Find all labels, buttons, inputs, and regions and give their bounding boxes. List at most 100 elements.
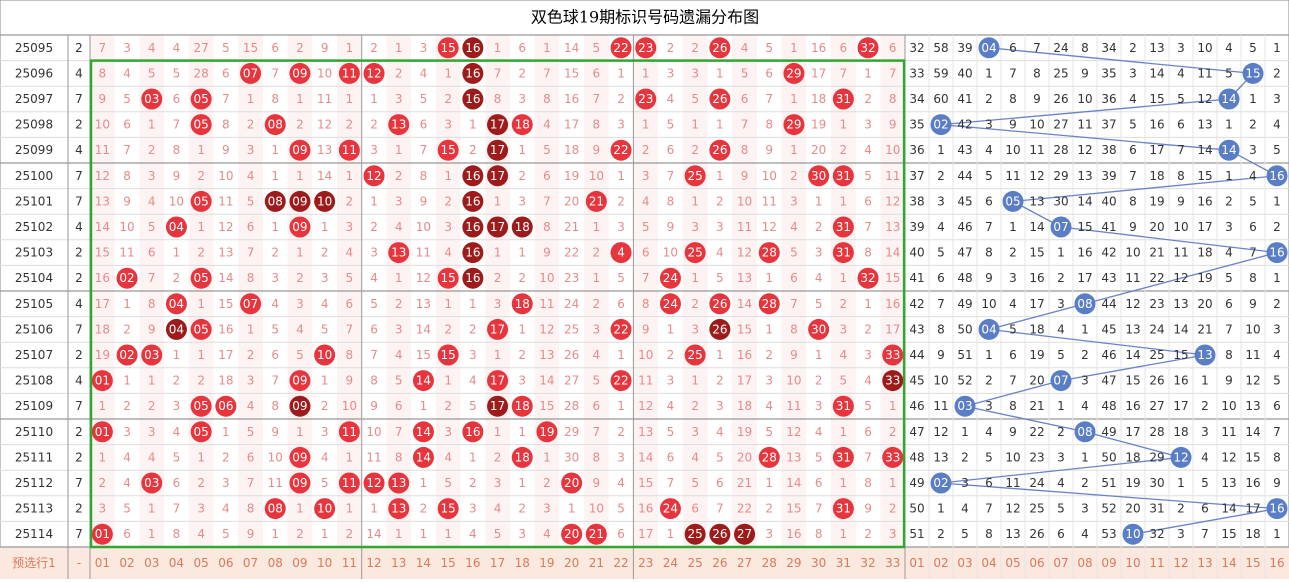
red-miss: 3 <box>691 322 699 336</box>
red-miss: 7 <box>494 66 502 80</box>
red-miss: 2 <box>222 450 230 464</box>
red-miss: 2 <box>543 476 551 490</box>
red-miss: 8 <box>271 399 279 413</box>
red-miss: 5 <box>222 41 230 55</box>
red-miss: 6 <box>420 118 428 132</box>
blue-link <box>1012 175 1278 203</box>
red-miss: 24 <box>564 297 579 311</box>
red-miss: 7 <box>864 450 872 464</box>
red-ball-number: 09 <box>292 450 307 464</box>
blue-miss: 1 <box>1057 399 1065 413</box>
footer-red: 15 <box>441 556 456 570</box>
red-ball <box>808 165 830 187</box>
blue-link <box>1084 251 1278 305</box>
blue-miss: 40 <box>1101 194 1116 208</box>
red-ball <box>758 293 780 315</box>
blue-miss: 41 <box>1101 220 1116 234</box>
red-miss: 15 <box>885 271 900 285</box>
blue-miss: 7 <box>1033 41 1041 55</box>
blue-miss: 19 <box>1029 348 1044 362</box>
red-miss: 6 <box>617 297 625 311</box>
red-ball-number: 4 <box>617 246 625 260</box>
red-miss: 25 <box>564 322 579 336</box>
blue-link <box>964 405 1086 433</box>
blue-miss: 13 <box>1125 322 1140 336</box>
red-miss: 4 <box>494 502 502 516</box>
red-miss: 3 <box>395 322 403 336</box>
blue-miss: 20 <box>1029 374 1044 388</box>
red-ball <box>709 37 731 59</box>
red-miss: 8 <box>593 450 601 464</box>
red-ball <box>832 395 854 417</box>
red-miss: 5 <box>617 502 625 516</box>
red-ball <box>659 498 681 520</box>
red-miss: 6 <box>642 246 650 260</box>
blue-miss: 34 <box>909 92 924 106</box>
red-miss: 8 <box>148 297 156 311</box>
red-miss: 1 <box>840 194 848 208</box>
red-miss: 7 <box>247 246 255 260</box>
blue-miss: 3 <box>985 118 993 132</box>
red-miss: 13 <box>638 425 653 439</box>
red-miss: 1 <box>518 425 526 439</box>
red-ball-number: 22 <box>613 374 628 388</box>
red-miss: 1 <box>469 297 477 311</box>
red-ball-number: 18 <box>515 118 530 132</box>
blue-miss: 4 <box>1249 169 1257 183</box>
footer-red: 02 <box>119 556 134 570</box>
blue-miss: 1 <box>985 66 993 80</box>
red-ball <box>709 523 731 545</box>
blue-miss: 38 <box>1101 143 1116 157</box>
red-ball-number: 17 <box>490 143 505 157</box>
red-miss: 1 <box>420 527 428 541</box>
red-miss: 8 <box>543 92 551 106</box>
red-ball <box>511 216 533 238</box>
red-ball <box>758 242 780 264</box>
red-ball-number: 17 <box>490 118 505 132</box>
red-miss: 2 <box>173 271 181 285</box>
blue-miss: 30 <box>1053 194 1068 208</box>
red-miss: 5 <box>691 476 699 490</box>
red-miss: 3 <box>321 425 329 439</box>
red-miss: 26 <box>564 348 579 362</box>
footer-blue: 15 <box>1245 556 1260 570</box>
blue-miss: 28 <box>1053 143 1068 157</box>
red-miss: 5 <box>123 92 131 106</box>
red-ball <box>437 139 459 161</box>
blue-miss: 11 <box>1173 246 1188 260</box>
red-miss: 10 <box>762 169 777 183</box>
red-ball <box>882 344 904 366</box>
period: 25109 <box>15 399 53 413</box>
red-miss: 10 <box>589 502 604 516</box>
blue-miss: 9 <box>1081 66 1089 80</box>
red-miss: 14 <box>638 450 653 464</box>
blue-miss: 7 <box>937 297 945 311</box>
red-ball <box>91 421 113 443</box>
blue-miss: 24 <box>1029 476 1044 490</box>
red-ball-number: 12 <box>366 66 381 80</box>
blue-miss: 17 <box>1197 220 1212 234</box>
red-miss: 10 <box>638 348 653 362</box>
red-miss: 20 <box>564 194 579 208</box>
blue-miss: 12 <box>1029 169 1044 183</box>
blue-miss: 3 <box>1057 297 1065 311</box>
red-ball-number: 17 <box>490 399 505 413</box>
background <box>0 34 1289 579</box>
red-miss: 7 <box>667 476 675 490</box>
period: 25111 <box>15 450 53 464</box>
blue-miss: 4 <box>961 502 969 516</box>
red-miss: 15 <box>564 66 579 80</box>
blue-miss: 12 <box>933 425 948 439</box>
red-ball-number: 26 <box>712 297 727 311</box>
red-miss: 4 <box>296 322 304 336</box>
footer-red: 04 <box>169 556 184 570</box>
red-miss: 6 <box>741 92 749 106</box>
red-miss: 9 <box>99 92 107 106</box>
red-miss: 11 <box>638 374 653 388</box>
red-miss: 1 <box>271 169 279 183</box>
red-miss: 2 <box>173 374 181 388</box>
footer-red: 08 <box>268 556 283 570</box>
blue-link <box>940 482 1278 510</box>
red-miss: 2 <box>395 297 403 311</box>
blue-miss: 14 <box>1077 194 1092 208</box>
